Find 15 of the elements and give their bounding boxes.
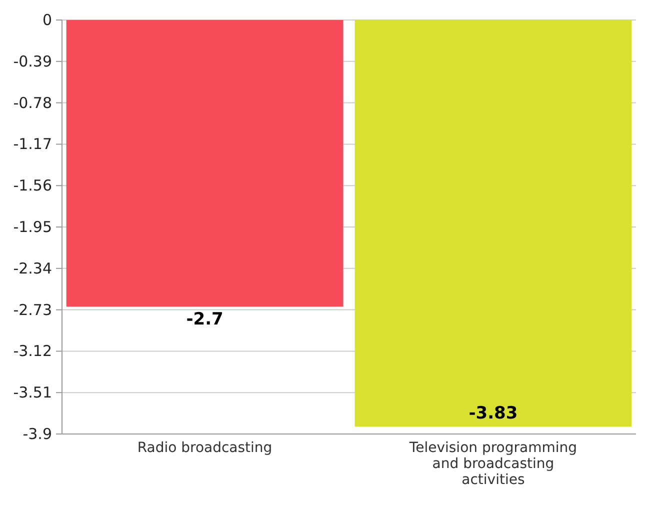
y-tick-label: -0.39 <box>13 52 52 70</box>
y-tick-label: -3.9 <box>22 425 52 443</box>
y-tick-label: -0.78 <box>13 94 52 112</box>
data-label: -3.83 <box>468 404 518 424</box>
y-tick-label: -3.51 <box>13 384 52 402</box>
y-tick-label: -3.12 <box>13 342 52 360</box>
y-tick-label: -1.56 <box>13 176 52 195</box>
y-tick-label: -1.17 <box>13 135 52 154</box>
y-tick-label: -2.73 <box>13 300 52 319</box>
x-tick-label: Television programming and broadcasting activities <box>408 440 578 488</box>
x-tick-label: Radio broadcasting <box>137 440 272 456</box>
data-label: -2.7 <box>186 310 224 330</box>
y-tick-label: -1.95 <box>13 218 52 236</box>
y-tick-label: 0 <box>42 11 52 29</box>
y-tick-label: -2.34 <box>13 259 52 278</box>
